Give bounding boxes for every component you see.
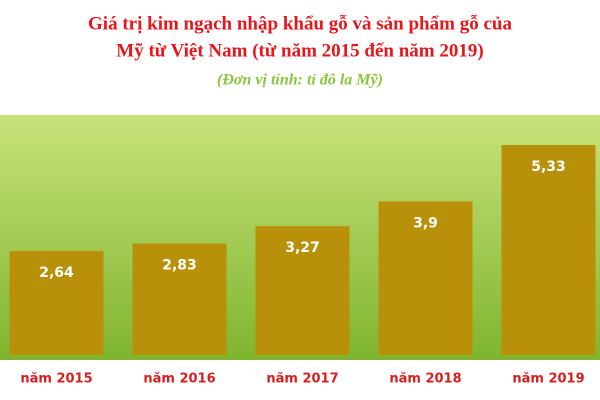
bar — [132, 243, 227, 355]
x-tick-label: năm 2016 — [143, 372, 215, 387]
value-label: 3,27 — [285, 240, 320, 256]
bar — [501, 145, 596, 355]
value-label: 2,64 — [39, 265, 74, 281]
bar — [9, 250, 104, 355]
value-label: 2,83 — [162, 257, 197, 273]
chart-title: Giá trị kim ngạch nhập khẩu gỗ và sản ph… — [88, 13, 512, 34]
chart-subtitle: (Đơn vị tính: tỉ đô la Mỹ) — [217, 72, 383, 89]
x-tick-label: năm 2018 — [389, 372, 461, 387]
value-label: 3,9 — [413, 215, 438, 231]
value-label: 5,33 — [531, 159, 566, 175]
bar — [255, 226, 350, 355]
bar — [378, 201, 473, 355]
x-tick-label: năm 2017 — [266, 372, 338, 387]
chart-title: Mỹ từ Việt Nam (từ năm 2015 đến năm 2019… — [116, 40, 483, 61]
x-tick-label: năm 2015 — [20, 372, 92, 387]
x-tick-label: năm 2019 — [512, 372, 584, 387]
